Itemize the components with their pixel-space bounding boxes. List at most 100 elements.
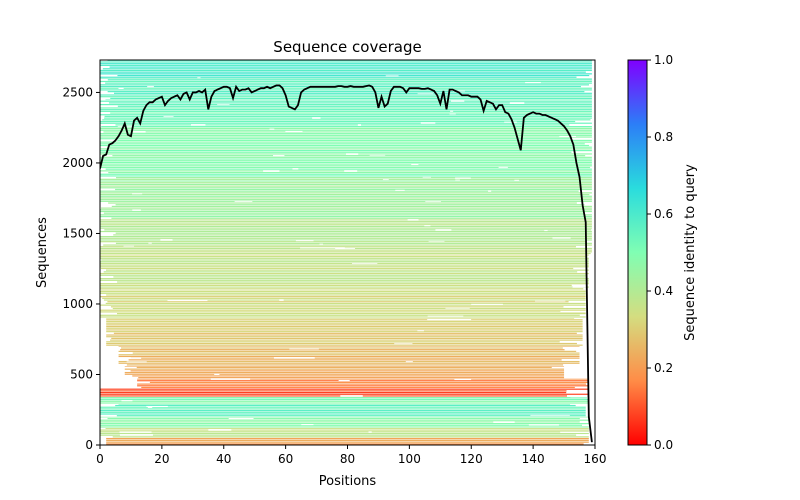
identity-bands xyxy=(100,60,592,445)
identity-band-11 xyxy=(100,278,589,280)
x-axis-ticks: 0 20 40 60 80 100 120 140 160 xyxy=(96,445,606,466)
colorbar-tick-label: 0.6 xyxy=(654,207,673,221)
identity-band-13 xyxy=(115,188,592,191)
identity-band-15 xyxy=(100,114,592,116)
identity-band-13 xyxy=(108,202,577,204)
identity-band-11 xyxy=(100,257,589,259)
identity-band-11 xyxy=(100,279,589,281)
identity-band-15 xyxy=(100,110,592,112)
identity-band-3 xyxy=(118,404,571,405)
gap-mark xyxy=(119,431,152,433)
gap-mark xyxy=(417,330,424,332)
identity-band-15 xyxy=(104,117,592,119)
identity-band-6 xyxy=(137,380,589,382)
gap-mark xyxy=(427,318,472,321)
identity-band-16 xyxy=(105,82,592,84)
identity-band-3 xyxy=(100,408,586,410)
gap-mark xyxy=(368,431,372,433)
gap-mark xyxy=(471,303,503,305)
identity-band-14 xyxy=(112,155,586,157)
x-tick-label: 40 xyxy=(216,452,231,466)
identity-band-12 xyxy=(115,242,592,244)
identity-band-11 xyxy=(100,284,572,286)
y-tick-label: 2500 xyxy=(62,85,93,99)
colorbar xyxy=(627,59,648,446)
identity-band-5 xyxy=(100,388,589,390)
gap-mark xyxy=(534,300,566,302)
identity-band-16 xyxy=(107,79,592,81)
identity-band-8 xyxy=(118,362,580,364)
identity-band-11 xyxy=(100,266,589,268)
gap-mark xyxy=(273,357,315,359)
identity-band-14 xyxy=(100,163,592,165)
identity-band-10 xyxy=(106,294,586,296)
identity-band-14 xyxy=(100,175,592,177)
identity-band-10 xyxy=(100,309,586,311)
identity-band-13 xyxy=(116,177,592,179)
identity-band-15 xyxy=(100,104,592,106)
identity-band-12 xyxy=(100,237,592,239)
identity-band-12 xyxy=(100,224,592,226)
gap-mark xyxy=(118,87,124,90)
gap-mark xyxy=(449,113,456,115)
gap-mark xyxy=(544,229,548,232)
identity-band-15 xyxy=(100,122,592,124)
identity-band-8 xyxy=(118,355,580,358)
gap-mark xyxy=(514,179,519,181)
identity-band-13 xyxy=(111,205,592,208)
identity-band-12 xyxy=(103,244,592,246)
identity-band-14 xyxy=(100,149,592,152)
gap-mark xyxy=(301,423,314,426)
identity-band-6 xyxy=(137,383,587,385)
gap-mark xyxy=(445,307,470,309)
identity-band-10 xyxy=(100,292,586,294)
identity-band-14 xyxy=(100,129,592,131)
identity-band-9 xyxy=(106,334,583,336)
identity-band-0 xyxy=(106,438,589,440)
identity-band-10 xyxy=(100,314,580,316)
identity-band-1 xyxy=(100,434,577,436)
identity-band-7 xyxy=(124,373,565,375)
gap-mark xyxy=(147,406,153,408)
colorbar-tick-label: 0.0 xyxy=(654,438,673,452)
identity-band-14 xyxy=(100,158,592,160)
identity-band-0 xyxy=(106,443,584,445)
gap-mark xyxy=(338,379,350,382)
identity-band-3 xyxy=(100,411,586,413)
identity-band-11 xyxy=(103,271,578,273)
identity-band-14 xyxy=(100,161,592,164)
identity-band-12 xyxy=(104,229,592,231)
identity-band-1 xyxy=(112,436,589,438)
x-tick-label: 120 xyxy=(460,452,483,466)
identity-band-12 xyxy=(100,239,592,241)
identity-band-10 xyxy=(100,311,586,313)
identity-band-1 xyxy=(100,432,589,435)
identity-band-15 xyxy=(108,102,592,104)
identity-band-12 xyxy=(100,236,592,238)
gap-mark xyxy=(493,421,515,423)
identity-band-14 xyxy=(100,160,592,162)
identity-band-14 xyxy=(100,166,591,169)
gap-mark xyxy=(530,414,570,416)
gap-mark xyxy=(340,395,363,397)
identity-band-7 xyxy=(130,370,565,372)
identity-band-12 xyxy=(100,227,592,229)
identity-band-5 xyxy=(100,395,567,397)
identity-band-12 xyxy=(100,220,592,222)
identity-band-13 xyxy=(100,187,592,189)
identity-band-13 xyxy=(100,200,592,202)
identity-band-9 xyxy=(111,337,583,340)
identity-band-2 xyxy=(100,426,589,428)
colorbar-tick-label: 0.4 xyxy=(654,284,673,298)
x-tick-label: 160 xyxy=(584,452,607,466)
y-tick-label: 1500 xyxy=(62,226,93,240)
identity-band-7 xyxy=(124,366,565,367)
gap-mark xyxy=(289,348,319,350)
gap-mark xyxy=(498,166,508,168)
gap-mark xyxy=(210,378,251,380)
identity-band-16 xyxy=(100,78,592,79)
x-tick-label: 100 xyxy=(398,452,421,466)
x-tick-label: 80 xyxy=(340,452,355,466)
identity-band-14 xyxy=(100,127,592,129)
identity-band-10 xyxy=(100,296,586,298)
